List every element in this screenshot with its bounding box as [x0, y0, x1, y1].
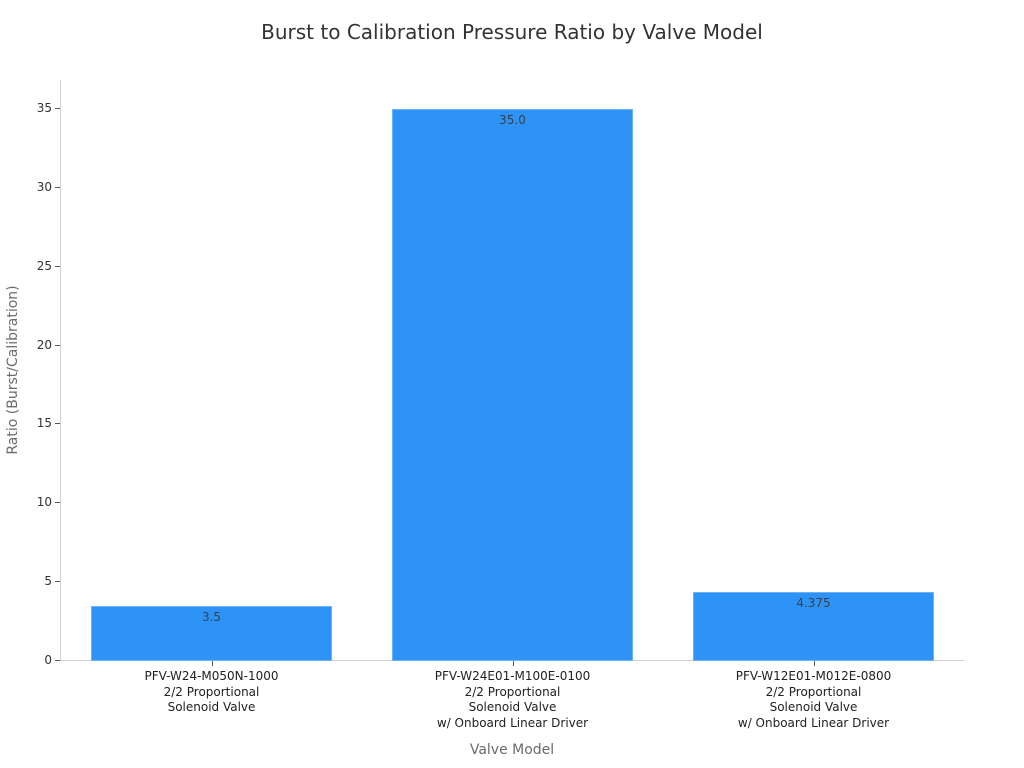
y-tick: 0	[0, 653, 62, 674]
x-tick-label-line: Solenoid Valve	[167, 700, 256, 714]
y-tick-label: 20	[36, 337, 52, 352]
y-tick-mark	[55, 108, 60, 109]
y-tick: 35	[0, 101, 62, 122]
chart-title: Burst to Calibration Pressure Ratio by V…	[261, 20, 763, 44]
y-tick-mark	[55, 660, 60, 661]
y-tick-label: 25	[36, 258, 52, 273]
y-tick-label: 35	[36, 101, 52, 115]
bar[interactable]: 35.0	[392, 109, 633, 661]
y-tick-label: 10	[36, 495, 52, 510]
y-tick-mark	[55, 265, 60, 267]
y-tick: 20	[0, 338, 62, 359]
x-tick-label-line: PFV-W12E01-M012E-0800	[735, 669, 892, 683]
x-tick-label: PFV-W12E01-M012E-0800 2/2 Proportional Sol…	[664, 669, 964, 731]
x-tick-label-line: w/ Onboard Linear Driver	[436, 715, 589, 730]
y-tick-mark	[55, 186, 60, 188]
x-tick-label-line: w/ Onboard Linear Driver	[737, 715, 890, 730]
x-tick-label-line: 2/2 Proportional	[163, 684, 260, 699]
x-tick-mark	[513, 661, 514, 666]
x-tick-label-line: 2/2 Proportional	[765, 684, 862, 699]
y-tick-mark	[55, 581, 60, 583]
y-tick-label: 0	[44, 653, 52, 667]
y-tick-mark	[55, 423, 60, 425]
y-tick: 25	[0, 259, 62, 280]
y-axis-line	[60, 80, 61, 661]
bar[interactable]: 3.5	[91, 605, 332, 661]
bar-value-label: 4.375	[796, 596, 831, 610]
bar[interactable]: 4.375	[693, 592, 934, 661]
y-tick-label: 30	[36, 179, 52, 194]
x-tick-label-line: PFV-W24E01-M100E-0100	[434, 669, 591, 683]
bar-value-label: 3.5	[201, 609, 222, 624]
x-tick-label-line: PFV-W24-M050N-1000	[144, 669, 279, 683]
x-axis-label: Valve Model	[469, 742, 555, 758]
y-tick: 30	[0, 180, 62, 201]
x-tick-label: PFV-W24E01-M100E-0100 2/2 Proportional Sol…	[363, 669, 663, 731]
y-tick: 10	[0, 495, 62, 516]
x-tick-label-line: 2/2 Proportional	[464, 684, 561, 699]
y-tick: 5	[0, 574, 62, 595]
y-tick-mark	[55, 344, 60, 346]
x-tick-label-line: Solenoid Valve	[468, 700, 557, 714]
x-tick-mark	[814, 661, 815, 666]
x-tick-mark	[212, 661, 213, 666]
y-tick-label: 15	[36, 416, 52, 431]
x-tick-label: PFV-W24-M050N-1000 2/2 Proportional Soleno…	[62, 669, 362, 716]
x-tick-label-line: Solenoid Valve	[769, 700, 858, 714]
bar-value-label: 35.0	[499, 113, 526, 127]
y-tick-label: 5	[44, 574, 52, 589]
y-tick-mark	[55, 502, 60, 504]
y-tick: 15	[0, 416, 62, 437]
